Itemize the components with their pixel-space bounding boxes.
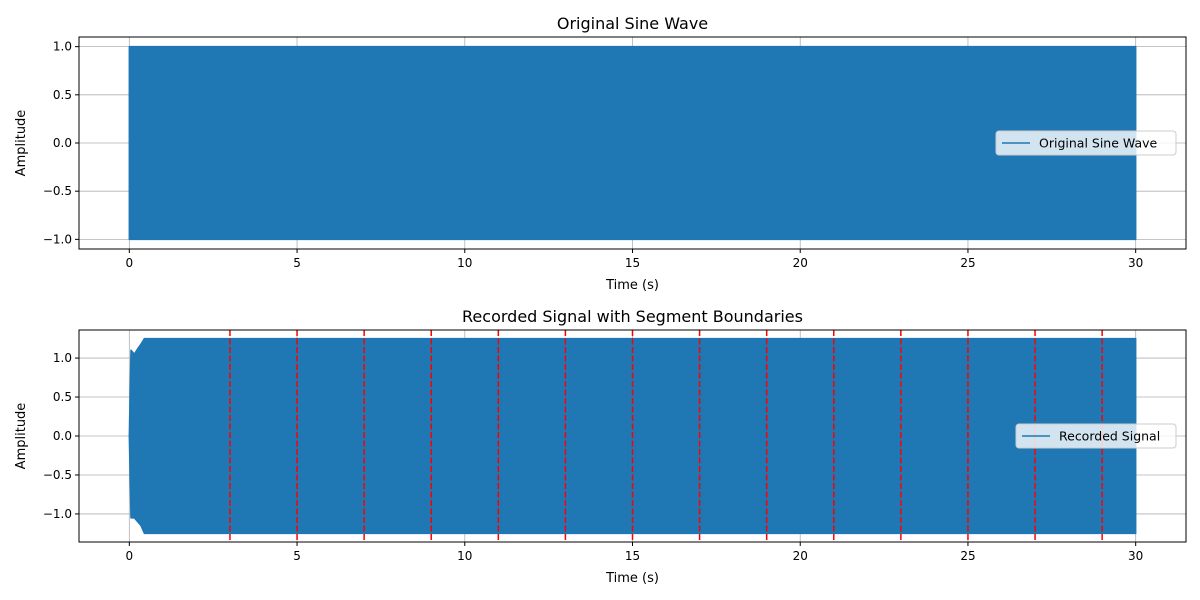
y-tick-label: 1.0 — [53, 351, 72, 365]
x-tick-label: 10 — [457, 549, 472, 563]
legend-box — [995, 130, 1177, 156]
x-tick-label: 5 — [293, 549, 301, 563]
x-tick-label: 30 — [1128, 549, 1143, 563]
y-tick-label: −0.5 — [43, 184, 72, 198]
x-tick-label: 30 — [1128, 256, 1143, 270]
y-tick-label: 0.5 — [53, 88, 72, 102]
x-tick-label: 15 — [625, 549, 640, 563]
x-tick-label: 20 — [793, 256, 808, 270]
y-axis-label: Amplitude — [14, 110, 29, 177]
y-tick-label: 0.0 — [53, 136, 72, 150]
y-tick-label: −1.0 — [43, 507, 72, 521]
chart-title: Recorded Signal with Segment Boundaries — [462, 307, 803, 326]
x-tick-label: 20 — [793, 549, 808, 563]
subplot-1: 0 5 10 15 20 25 30 −1.0 −0.5 0.0 0.5 1.0 Original Si… — [14, 14, 1187, 293]
y-tick-label: 0.0 — [53, 429, 72, 443]
x-tick-label: 5 — [293, 256, 301, 270]
legend-label: Original Sine Wave — [1039, 136, 1157, 151]
x-tick-label: 25 — [960, 549, 975, 563]
x-tick-label: 15 — [625, 256, 640, 270]
x-tick-label: 10 — [457, 256, 472, 270]
series-1-signal — [128, 45, 1137, 241]
y-axis-label: Amplitude — [14, 403, 29, 470]
x-tick-label: 0 — [125, 256, 133, 270]
subplot-2: 0 5 10 15 20 25 30 −1.0 −0.5 0.0 0.5 1.0 Recorded Si… — [14, 307, 1187, 586]
legend: Recorded Signal — [1015, 423, 1177, 449]
legend-label: Recorded Signal — [1059, 429, 1160, 444]
x-axis-label: Time (s) — [605, 278, 659, 293]
legend: Original Sine Wave — [995, 130, 1177, 156]
y-tick-label: −1.0 — [43, 232, 72, 246]
x-axis-label: Time (s) — [605, 571, 659, 586]
x-tick-label: 25 — [960, 256, 975, 270]
y-tick-label: 1.0 — [53, 40, 72, 54]
x-tick-label: 0 — [125, 549, 133, 563]
chart-title: Original Sine Wave — [557, 14, 708, 33]
legend-box — [1015, 423, 1177, 449]
y-tick-label: 0.5 — [53, 390, 72, 404]
y-tick-label: −0.5 — [43, 468, 72, 482]
